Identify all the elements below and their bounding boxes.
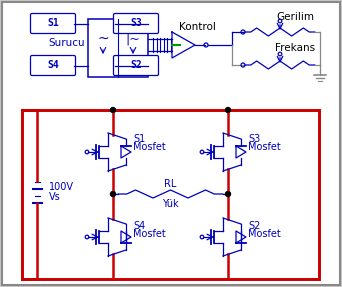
Text: Kontrol: Kontrol xyxy=(179,22,215,32)
Text: Mosfet: Mosfet xyxy=(248,142,281,152)
Text: Gerilim: Gerilim xyxy=(276,12,314,22)
Circle shape xyxy=(225,191,231,197)
Text: S4: S4 xyxy=(47,61,59,71)
Text: S1: S1 xyxy=(133,134,145,144)
Text: ~: ~ xyxy=(97,32,109,46)
FancyBboxPatch shape xyxy=(114,13,158,34)
Text: S3: S3 xyxy=(248,134,260,144)
FancyBboxPatch shape xyxy=(88,19,148,77)
Text: Mosfet: Mosfet xyxy=(133,229,166,239)
FancyBboxPatch shape xyxy=(30,55,76,75)
Text: S2: S2 xyxy=(130,61,142,71)
Text: Mosfet: Mosfet xyxy=(133,142,166,152)
Text: Mosfet: Mosfet xyxy=(248,229,281,239)
FancyBboxPatch shape xyxy=(2,2,340,285)
Circle shape xyxy=(110,191,116,197)
Circle shape xyxy=(110,108,116,113)
Text: RL: RL xyxy=(164,179,177,189)
FancyBboxPatch shape xyxy=(114,55,158,75)
Text: Yük: Yük xyxy=(162,199,179,209)
Text: Surucu: Surucu xyxy=(48,38,85,48)
Text: S4: S4 xyxy=(133,221,145,231)
Text: Vs: Vs xyxy=(49,192,61,202)
Text: S1: S1 xyxy=(47,18,59,28)
Text: S3: S3 xyxy=(130,18,142,28)
Circle shape xyxy=(225,108,231,113)
Text: Frekans: Frekans xyxy=(275,43,315,53)
Text: |~: |~ xyxy=(126,32,140,46)
Text: S2: S2 xyxy=(248,221,260,231)
Text: 100V: 100V xyxy=(49,182,74,192)
FancyBboxPatch shape xyxy=(30,13,76,34)
